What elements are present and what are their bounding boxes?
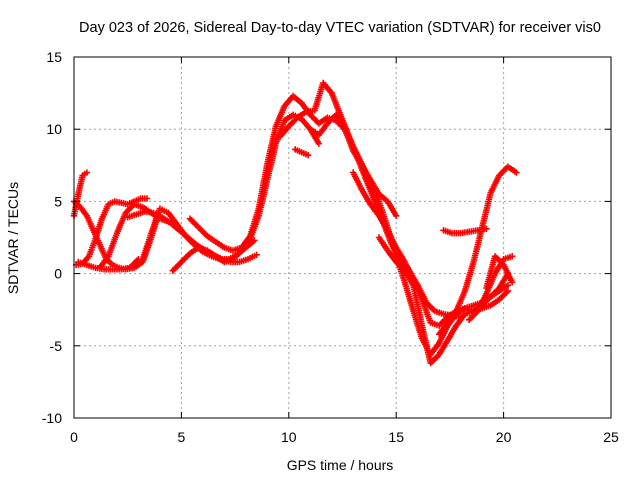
data-point (83, 169, 91, 176)
data-point (508, 253, 516, 260)
y-tick-label: 15 (46, 49, 62, 65)
series-sat-i (186, 92, 400, 254)
data-point (143, 195, 151, 202)
series-sat-n (375, 234, 512, 367)
x-axis-label: GPS time / hours (287, 457, 394, 473)
y-tick-label: -10 (42, 410, 62, 426)
data-point (315, 140, 323, 147)
data-point (304, 151, 312, 159)
y-tick-label: 10 (46, 121, 62, 137)
y-axis-label: SDTVAR / TECUs (5, 182, 21, 294)
y-tick-label: 0 (54, 266, 62, 282)
series-sat-k (292, 146, 312, 159)
data-layer (70, 79, 520, 367)
chart-title: Day 023 of 2026, Sidereal Day-to-day VTE… (79, 20, 601, 36)
x-tick-label: 25 (603, 429, 619, 445)
tick-layer: 0 5 10 15 20 25 -10 -5 0 5 10 15 (42, 49, 619, 445)
data-point (253, 251, 260, 259)
series-sat-p (436, 163, 520, 338)
data-point (504, 281, 512, 289)
x-tick-label: 15 (388, 429, 404, 445)
series-sat-d (75, 255, 142, 273)
y-tick-label: 5 (54, 193, 62, 209)
x-tick-label: 5 (178, 429, 186, 445)
data-point (251, 237, 258, 244)
y-tick-label: -5 (50, 338, 63, 354)
x-tick-label: 10 (281, 429, 297, 445)
data-point (513, 169, 520, 176)
series-sat-r (483, 253, 516, 292)
x-tick-label: 0 (70, 429, 78, 445)
data-point (504, 287, 512, 295)
data-point (393, 212, 400, 220)
plot-frame (73, 56, 612, 419)
data-point (508, 279, 516, 286)
x-tick-label: 20 (496, 429, 512, 445)
